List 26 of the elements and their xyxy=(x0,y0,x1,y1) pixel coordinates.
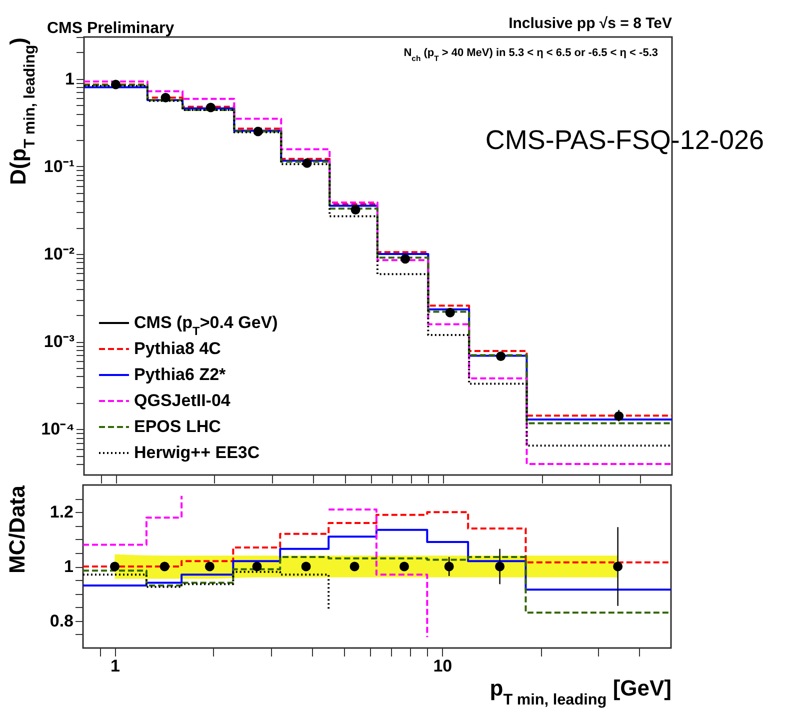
y-tick-label: 10⁻¹ xyxy=(44,156,75,176)
legend-label: Herwig++ EE3C xyxy=(134,443,260,462)
point xyxy=(253,126,263,136)
legend-label: EPOS LHC xyxy=(134,417,221,436)
point xyxy=(496,352,506,361)
x-axis-title: p$_{T min, leading}$ [GeV] xyxy=(490,676,672,708)
legend-label: CMS (p$_{T}$>0.4 GeV) xyxy=(134,313,278,338)
legend-label: Pythia6 Z2* xyxy=(134,365,226,384)
y-axis-title: MC/Data xyxy=(4,484,30,574)
point xyxy=(302,158,312,168)
y-tick-label: 10⁻³ xyxy=(44,332,75,352)
point xyxy=(350,205,360,214)
chart-title: CMS Preliminary xyxy=(47,20,174,37)
point xyxy=(400,254,410,264)
y-tick-label: 10⁻² xyxy=(44,244,75,264)
legend-label: QGSJetII-04 xyxy=(134,391,231,410)
text: Inclusive pp √s = 8 TeV xyxy=(508,15,672,32)
y-tick-label: 1 xyxy=(64,557,74,576)
y-tick-label: 10⁻⁴ xyxy=(41,420,74,439)
annotation: N$_{ch}$ (p$_{T}$ > 40 MeV) in 5.3 < η < 6.5 or -6.5 < η < -5.3 xyxy=(404,47,658,62)
point xyxy=(206,102,216,112)
y-tick-label: 1 xyxy=(65,69,74,88)
y-tick-label: 0.8 xyxy=(50,611,74,630)
y-tick-label: 1.2 xyxy=(50,502,74,522)
x-tick-label: 10 xyxy=(433,656,452,676)
legend-label: Pythia8 4C xyxy=(134,339,221,358)
